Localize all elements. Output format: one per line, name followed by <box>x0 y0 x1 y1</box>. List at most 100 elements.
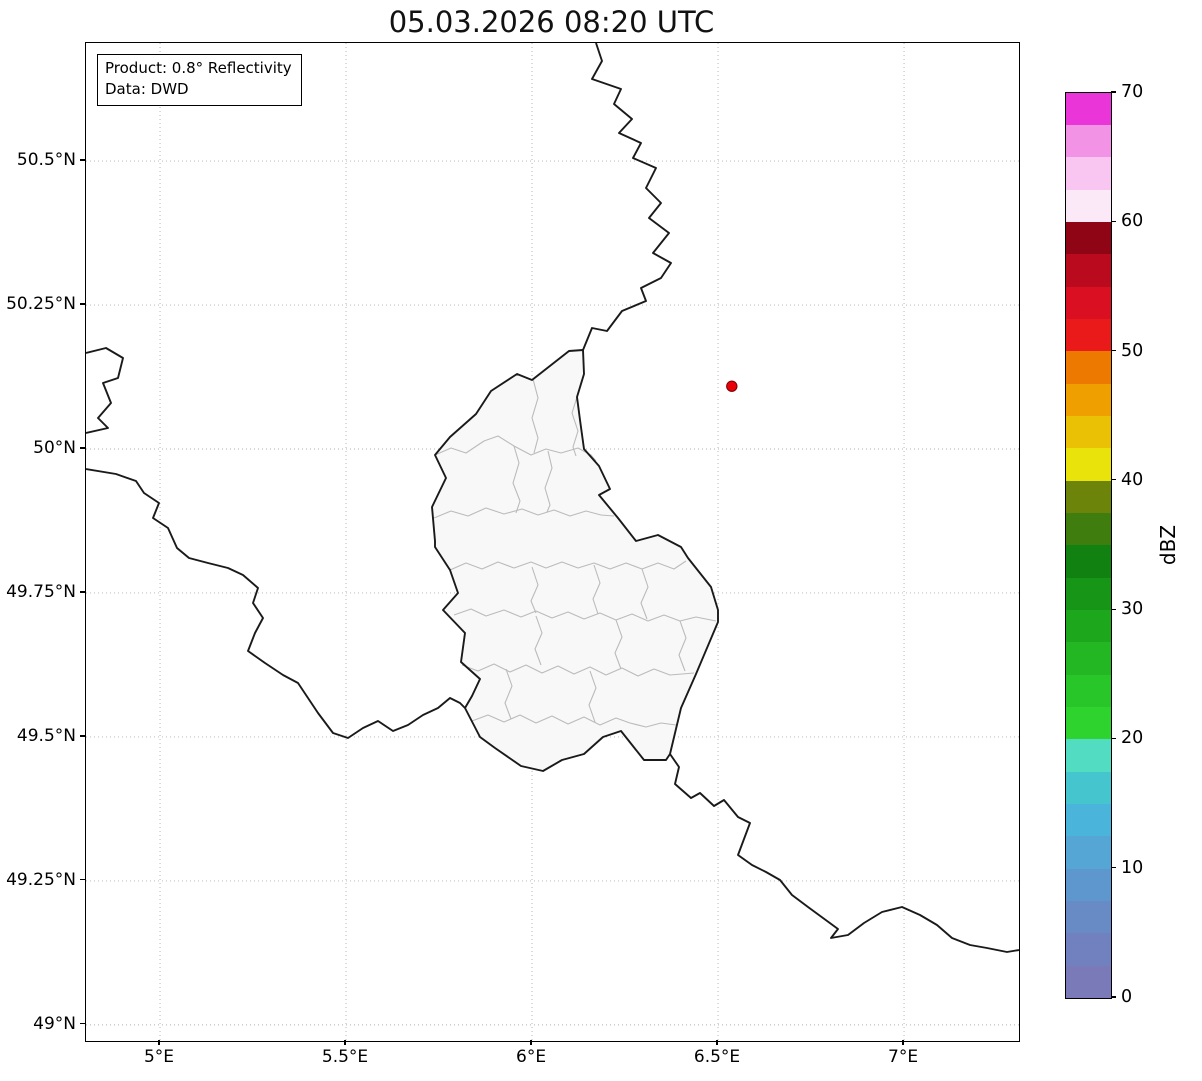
colorbar-tick-mark <box>1111 737 1116 740</box>
x-tick-label: 5.5°E <box>321 1047 369 1067</box>
country-border-path <box>86 468 466 739</box>
x-tick-mark <box>158 1040 160 1045</box>
colorbar-band <box>1066 577 1111 611</box>
colorbar-band <box>1066 92 1111 126</box>
colorbar-band <box>1066 448 1111 481</box>
colorbar-band <box>1066 286 1111 320</box>
y-tick-mark <box>80 1023 85 1025</box>
y-tick-mark <box>80 447 85 449</box>
colorbar-band <box>1066 319 1111 352</box>
colorbar-band <box>1066 642 1111 675</box>
y-tick-mark <box>80 303 85 305</box>
colorbar-tick-mark <box>1111 608 1116 610</box>
colorbar-tick-label: 20 <box>1121 728 1144 749</box>
x-tick-mark <box>530 1040 532 1045</box>
colorbar-band <box>1066 739 1111 772</box>
admin-border-path <box>449 560 687 571</box>
colorbar-tick-mark <box>1111 349 1116 352</box>
colorbar-band <box>1066 836 1111 869</box>
colorbar-band <box>1066 254 1111 287</box>
colorbar-band <box>1066 416 1111 449</box>
colorbar-band <box>1066 125 1111 158</box>
product-info-line: Product: 0.8° Reflectivity <box>105 59 292 77</box>
admin-border-path <box>678 620 687 672</box>
admin-border-path <box>471 714 677 728</box>
colorbar-band <box>1066 901 1111 934</box>
country-border-path <box>431 349 719 772</box>
admin-border-path <box>531 378 539 454</box>
colorbar-band <box>1066 189 1111 223</box>
country-border-path <box>582 43 672 351</box>
colorbar-tick-mark <box>1111 867 1116 869</box>
y-tick-label: 50.25°N <box>6 294 76 315</box>
admin-border-path <box>504 668 513 720</box>
product-info-box: Product: 0.8° Reflectivity Data: DWD <box>97 54 302 106</box>
colorbar-band <box>1066 771 1111 805</box>
colorbar-band <box>1066 674 1111 708</box>
country-border-path <box>86 347 124 434</box>
colorbar-band <box>1066 933 1111 966</box>
admin-border-path <box>433 507 615 519</box>
y-tick-label: 49.5°N <box>16 725 76 746</box>
colorbar-band <box>1066 707 1111 740</box>
plot-title: 05.03.2026 08:20 UTC <box>388 5 715 39</box>
colorbar-tick-mark <box>1111 91 1116 93</box>
x-tick-label: 7°E <box>888 1047 919 1067</box>
y-tick-mark <box>80 879 85 881</box>
colorbar-band <box>1066 222 1111 255</box>
admin-border-path <box>534 615 543 666</box>
map-plot-area: Product: 0.8° Reflectivity Data: DWD <box>85 42 1020 1042</box>
colorbar-tick-mark <box>1111 996 1116 998</box>
colorbar-band <box>1066 157 1111 190</box>
colorbar-band <box>1066 351 1111 384</box>
admin-border-path <box>453 608 717 622</box>
colorbar-band <box>1066 480 1111 514</box>
y-tick-label: 49.25°N <box>6 869 76 890</box>
y-tick-label: 50°N <box>33 437 76 458</box>
colorbar-axis-label: dBZ <box>1156 524 1180 566</box>
x-tick-mark <box>344 1040 346 1045</box>
colorbar-tick-label: 40 <box>1121 469 1144 490</box>
colorbar-tick-label: 30 <box>1121 599 1144 620</box>
colorbar-tick-mark <box>1111 220 1116 222</box>
admin-border-path <box>530 566 539 614</box>
colorbar-tick-label: 50 <box>1121 340 1144 361</box>
map-canvas <box>86 43 1019 1041</box>
colorbar-tick-mark <box>1111 479 1116 481</box>
radar-marker <box>726 380 738 392</box>
x-tick-mark <box>716 1040 718 1045</box>
colorbar-band <box>1066 868 1111 902</box>
y-tick-mark <box>80 735 85 737</box>
admin-border-path <box>461 663 695 677</box>
admin-border-path <box>571 396 579 457</box>
admin-border-path <box>614 619 623 670</box>
x-tick-mark <box>902 1040 904 1045</box>
colorbar-band <box>1066 804 1111 837</box>
y-tick-mark <box>80 591 85 593</box>
colorbar-band <box>1066 610 1111 643</box>
admin-border-path <box>588 670 597 723</box>
x-tick-label: 5°E <box>143 1047 175 1067</box>
colorbar-band <box>1066 383 1111 417</box>
admin-border-path <box>592 564 601 615</box>
y-tick-label: 49.75°N <box>6 581 76 602</box>
luxembourg-region <box>432 350 718 771</box>
colorbar <box>1065 92 1112 999</box>
y-tick-label: 50.5°N <box>16 150 76 171</box>
colorbar-tick-label: 0 <box>1121 987 1133 1007</box>
y-tick-mark <box>80 159 85 161</box>
data-source-line: Data: DWD <box>105 80 189 98</box>
colorbar-tick-label: 10 <box>1121 857 1144 878</box>
x-tick-label: 6°E <box>516 1047 547 1067</box>
y-tick-label: 49°N <box>33 1013 76 1034</box>
admin-border-path <box>544 450 553 513</box>
colorbar-tick-label: 60 <box>1121 211 1144 232</box>
x-tick-label: 6.5°E <box>693 1047 741 1067</box>
colorbar-band <box>1066 545 1111 578</box>
admin-border-path <box>434 435 597 462</box>
colorbar-band <box>1066 513 1111 546</box>
admin-border-path <box>640 568 649 620</box>
colorbar-tick-label: 70 <box>1121 82 1144 102</box>
colorbar-band <box>1066 965 1111 998</box>
